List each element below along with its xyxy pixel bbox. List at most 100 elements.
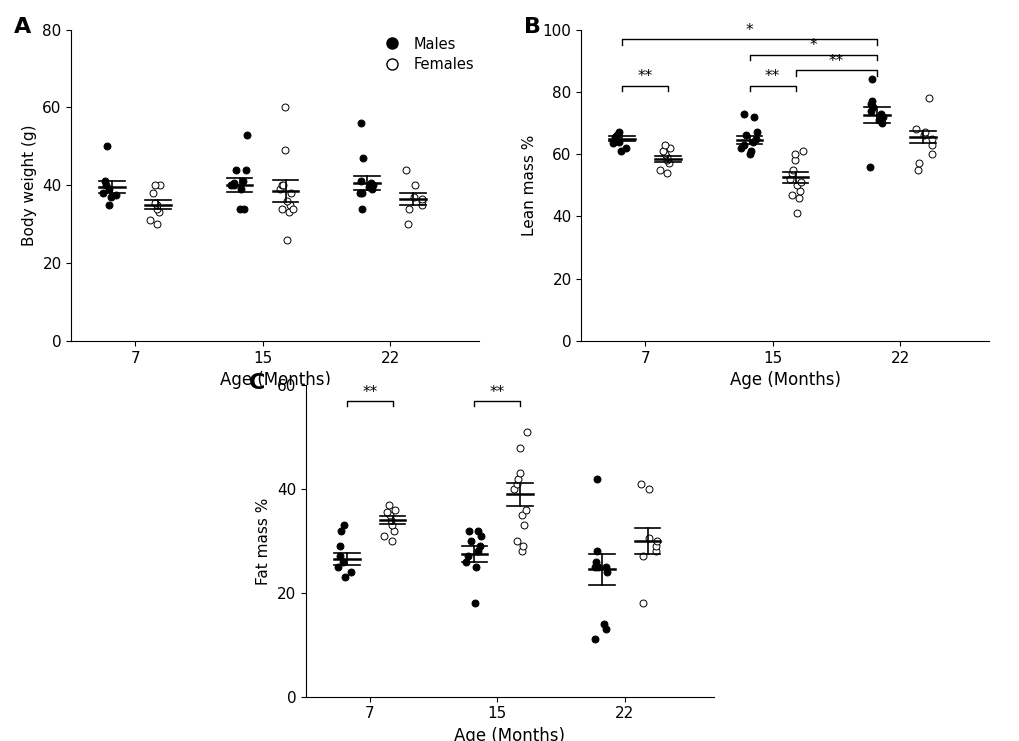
Y-axis label: Body weight (g): Body weight (g)	[21, 124, 37, 246]
Legend: Males, Females: Males, Females	[371, 30, 480, 79]
Text: C: C	[249, 373, 265, 393]
Point	[225, 177, 242, 189]
Point	[413, 199, 429, 210]
Point	[505, 483, 522, 495]
Point	[234, 176, 251, 187]
Point	[587, 561, 603, 573]
Point	[383, 514, 399, 526]
Point	[787, 154, 803, 166]
Point	[460, 551, 476, 562]
Point	[461, 525, 477, 536]
Point	[397, 164, 414, 176]
Point	[608, 130, 625, 142]
Point	[909, 164, 925, 176]
Point	[458, 556, 474, 568]
Point	[781, 173, 797, 185]
Point	[747, 133, 763, 144]
Point	[923, 139, 940, 150]
Point	[863, 96, 879, 107]
Point	[235, 202, 252, 215]
Point	[149, 218, 165, 230]
Point	[277, 144, 293, 156]
X-axis label: Age (Months): Age (Months)	[730, 371, 840, 389]
Point	[508, 478, 525, 490]
Point	[741, 148, 757, 160]
Point	[95, 187, 111, 199]
Point	[284, 202, 301, 215]
X-axis label: Age (Months): Age (Months)	[220, 371, 330, 389]
Text: *: *	[745, 23, 753, 38]
Point	[648, 540, 664, 552]
Point	[149, 199, 165, 210]
Point	[379, 507, 395, 519]
Point	[748, 127, 764, 139]
Point	[473, 530, 489, 542]
Point	[380, 499, 396, 511]
Point	[612, 145, 629, 157]
Point	[635, 551, 651, 562]
Point	[641, 483, 657, 495]
Point	[922, 148, 938, 160]
Point	[738, 130, 754, 142]
Point	[364, 179, 380, 191]
Text: **: **	[764, 70, 780, 84]
Point	[519, 426, 535, 438]
Point	[872, 117, 889, 129]
Point	[733, 142, 749, 154]
Point	[742, 145, 758, 157]
Point	[108, 189, 124, 201]
Point	[861, 161, 877, 173]
Text: A: A	[14, 17, 32, 37]
Point	[149, 202, 165, 215]
Point	[353, 176, 369, 187]
Point	[785, 164, 801, 176]
Point	[406, 191, 422, 203]
Point	[354, 202, 370, 215]
Point	[916, 127, 932, 139]
Point	[660, 158, 677, 170]
Point	[400, 202, 417, 215]
Point	[101, 183, 117, 195]
Point	[355, 152, 371, 164]
Point	[275, 179, 291, 191]
Point	[278, 195, 294, 207]
Point	[872, 107, 889, 119]
Point	[151, 207, 167, 219]
Point	[332, 551, 348, 562]
Point	[862, 104, 878, 116]
Point	[610, 127, 627, 139]
Point	[589, 561, 605, 573]
Point	[586, 634, 602, 645]
Point	[870, 114, 887, 126]
Point	[736, 107, 752, 119]
Point	[463, 535, 479, 547]
Point	[873, 111, 890, 123]
Point	[512, 468, 528, 479]
Point	[658, 154, 675, 166]
Point	[103, 191, 119, 203]
Point	[383, 535, 399, 547]
Point	[274, 179, 290, 191]
Point	[632, 478, 648, 490]
Point	[661, 142, 678, 154]
Point	[226, 179, 243, 191]
Point	[142, 214, 158, 226]
Point	[597, 561, 613, 573]
Point	[588, 545, 604, 557]
Point	[383, 519, 399, 531]
Point	[376, 530, 392, 542]
Point	[467, 561, 483, 573]
Point	[238, 129, 255, 141]
Point	[385, 525, 401, 536]
Point	[792, 176, 808, 188]
Point	[146, 179, 162, 191]
Point	[907, 123, 923, 135]
Point	[784, 167, 800, 179]
Point	[597, 623, 613, 635]
Point	[618, 142, 634, 154]
Point	[658, 167, 675, 179]
Point	[152, 179, 168, 191]
Point	[507, 535, 524, 547]
Text: *: *	[809, 39, 816, 53]
Point	[333, 525, 350, 536]
